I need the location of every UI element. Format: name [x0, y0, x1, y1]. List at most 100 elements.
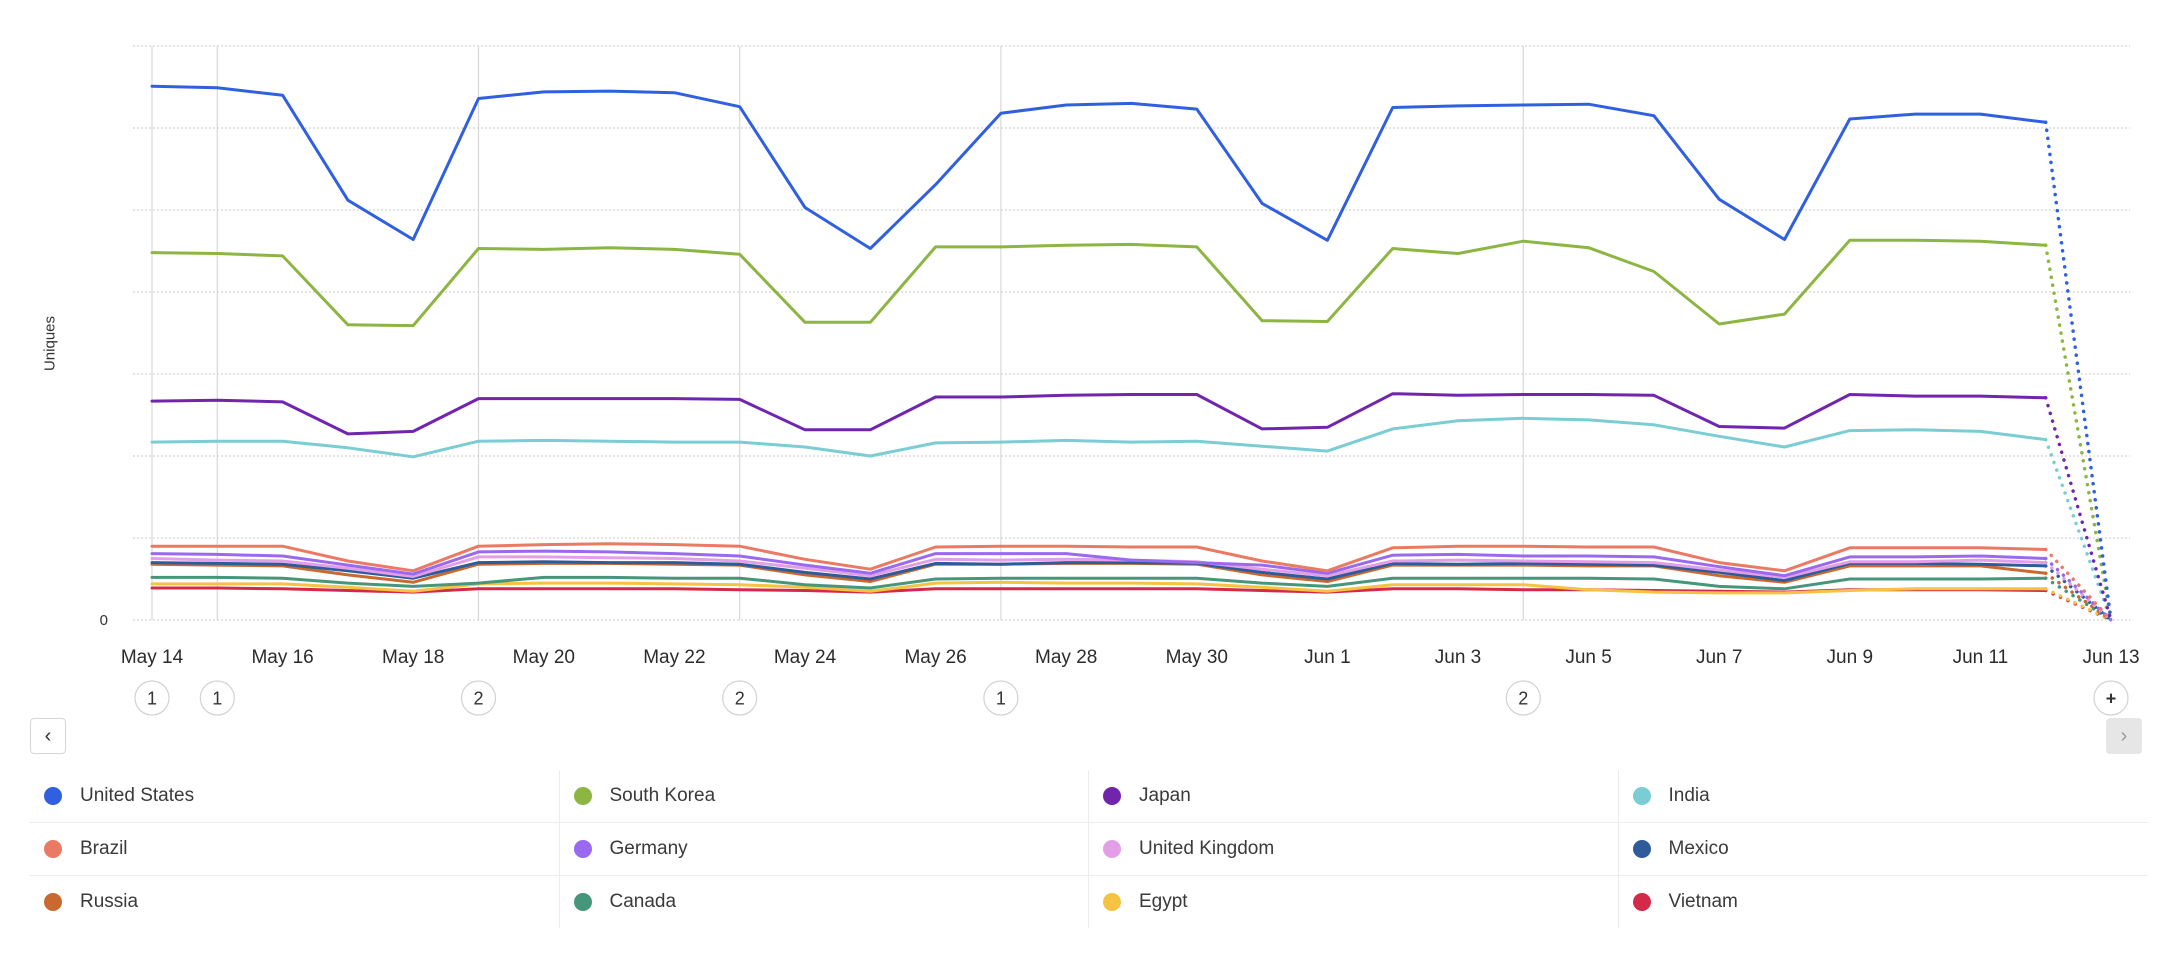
legend-swatch — [1103, 893, 1121, 911]
legend-item-egypt[interactable]: Egypt — [1089, 876, 1619, 928]
x-tick-label: Jun 9 — [1827, 647, 1873, 668]
annotation-lines — [151, 46, 1524, 620]
legend-item-germany[interactable]: Germany — [560, 823, 1089, 875]
series-line-japan — [150, 392, 2048, 436]
x-tick-label: May 28 — [1035, 647, 1097, 668]
annotation-circle — [199, 680, 235, 716]
x-tick-label: Jun 3 — [1435, 647, 1481, 668]
annotations: 1 1 2 2 1 2 + — [134, 680, 2129, 716]
legend-swatch — [44, 893, 62, 911]
legend-item-south-korea[interactable]: South Korea — [560, 770, 1089, 822]
annotation-circle — [134, 680, 170, 716]
legend-item-japan[interactable]: Japan — [1089, 770, 1619, 822]
legend-item-canada[interactable]: Canada — [560, 876, 1089, 928]
legend-swatch — [1632, 840, 1651, 858]
annotation-marker[interactable]: 1 — [199, 680, 235, 716]
add-annotation-button[interactable]: + — [2093, 680, 2129, 716]
series-line-united-kingdom — [150, 555, 2048, 579]
annotation-label: 2 — [473, 689, 483, 709]
series-line-mexico — [150, 560, 2048, 583]
x-tick-label: May 20 — [513, 647, 575, 668]
legend-label: Japan — [1139, 785, 1191, 806]
legend-label: Russia — [80, 891, 139, 912]
legend-label: Egypt — [1139, 891, 1188, 912]
legend-item-united-states[interactable]: United States — [30, 770, 560, 822]
series-partial-united-states — [2043, 120, 2113, 622]
series-line-canada — [150, 575, 2048, 591]
chart-area: 0 May 14 May 16 May 18 May 20 May 22 May 24 May… — [41, 45, 2140, 716]
annotation-label: 2 — [735, 689, 745, 709]
legend-label: United Kingdom — [1139, 838, 1275, 859]
series-partial-japan — [2043, 396, 2113, 622]
x-axis: May 14 May 16 May 18 May 20 May 22 May 24 May … — [121, 647, 2140, 668]
y-axis-label: Uniques — [41, 315, 59, 372]
legend-swatch — [573, 787, 592, 805]
series-line-south-korea — [150, 238, 2048, 328]
legend-row: Brazil Germany United Kingdom Mexico — [30, 823, 2148, 876]
legend-swatch — [1103, 787, 1121, 805]
x-tick-label: Jun 13 — [2082, 647, 2139, 668]
legend-swatch — [1103, 840, 1121, 858]
grid — [133, 45, 2130, 621]
legend-item-vietnam[interactable]: Vietnam — [1619, 876, 2149, 928]
series-line-brazil — [150, 542, 2048, 573]
legend-swatch — [573, 840, 592, 858]
x-tick-label: May 26 — [904, 647, 966, 668]
legend-row: United States South Korea Japan India — [30, 770, 2148, 823]
next-page-button[interactable]: › — [2106, 718, 2142, 754]
legend-row: Russia Canada Egypt Vietnam — [30, 876, 2148, 928]
legend-label: Brazil — [80, 838, 128, 859]
x-tick-label: Jun 11 — [1953, 647, 2009, 668]
legend-label: United States — [80, 785, 195, 806]
annotation-marker[interactable]: 1 — [983, 680, 1019, 716]
legend-swatch — [1632, 893, 1651, 911]
annotation-label: + — [2106, 689, 2117, 709]
legend-swatch — [44, 787, 62, 805]
annotation-label: 1 — [996, 689, 1006, 709]
annotation-circle — [983, 680, 1019, 716]
legend-label: India — [1668, 785, 1710, 806]
series-partial-canada — [2043, 576, 2113, 622]
annotation-marker[interactable]: 2 — [722, 680, 758, 716]
legend-label: Vietnam — [1668, 891, 1738, 912]
x-tick-label: May 24 — [774, 647, 837, 668]
legend-item-india[interactable]: India — [1619, 770, 2149, 822]
series-partial-russia — [2043, 571, 2113, 622]
annotation-marker[interactable]: 2 — [1505, 680, 1541, 716]
annotation-marker[interactable]: 2 — [460, 680, 497, 716]
legend-label: South Korea — [609, 785, 716, 806]
x-tick-label: Jun 1 — [1304, 647, 1350, 668]
annotation-marker[interactable]: 1 — [134, 680, 170, 716]
series-partial-germany — [2043, 556, 2113, 622]
series-partial-india — [2043, 437, 2113, 622]
legend-item-brazil[interactable]: Brazil — [30, 823, 560, 875]
y-tick-label: 0 — [100, 612, 108, 629]
x-tick-label: May 22 — [643, 647, 705, 668]
legend-item-united-kingdom[interactable]: United Kingdom — [1089, 823, 1619, 875]
series-partial-brazil — [2043, 547, 2113, 622]
chevron-left-icon: ‹ — [44, 724, 52, 747]
annotation-circle — [2093, 680, 2129, 716]
series-group — [150, 84, 2113, 622]
legend-swatch — [1632, 787, 1651, 805]
x-tick-label: Jun 5 — [1565, 647, 1611, 668]
x-tick-label: May 30 — [1166, 647, 1228, 668]
annotation-label: 1 — [212, 689, 222, 709]
x-tick-label: Jun 7 — [1696, 647, 1742, 668]
prev-page-button[interactable]: ‹ — [30, 718, 66, 754]
legend: United States South Korea Japan India Brazil… — [30, 770, 2148, 928]
legend-label: Canada — [609, 891, 677, 912]
annotation-circle — [722, 680, 758, 716]
chevron-right-icon: › — [2120, 724, 2128, 747]
legend-label: Mexico — [1668, 838, 1729, 859]
legend-item-mexico[interactable]: Mexico — [1619, 823, 2149, 875]
legend-label: Germany — [609, 838, 688, 859]
legend-item-russia[interactable]: Russia — [30, 876, 560, 928]
legend-swatch — [44, 840, 62, 858]
series-partial-vietnam — [2043, 588, 2113, 622]
series-line-united-states — [150, 84, 2048, 250]
series-line-india — [150, 416, 2048, 459]
annotation-label: 2 — [1518, 689, 1528, 709]
x-tick-label: May 18 — [382, 647, 444, 668]
